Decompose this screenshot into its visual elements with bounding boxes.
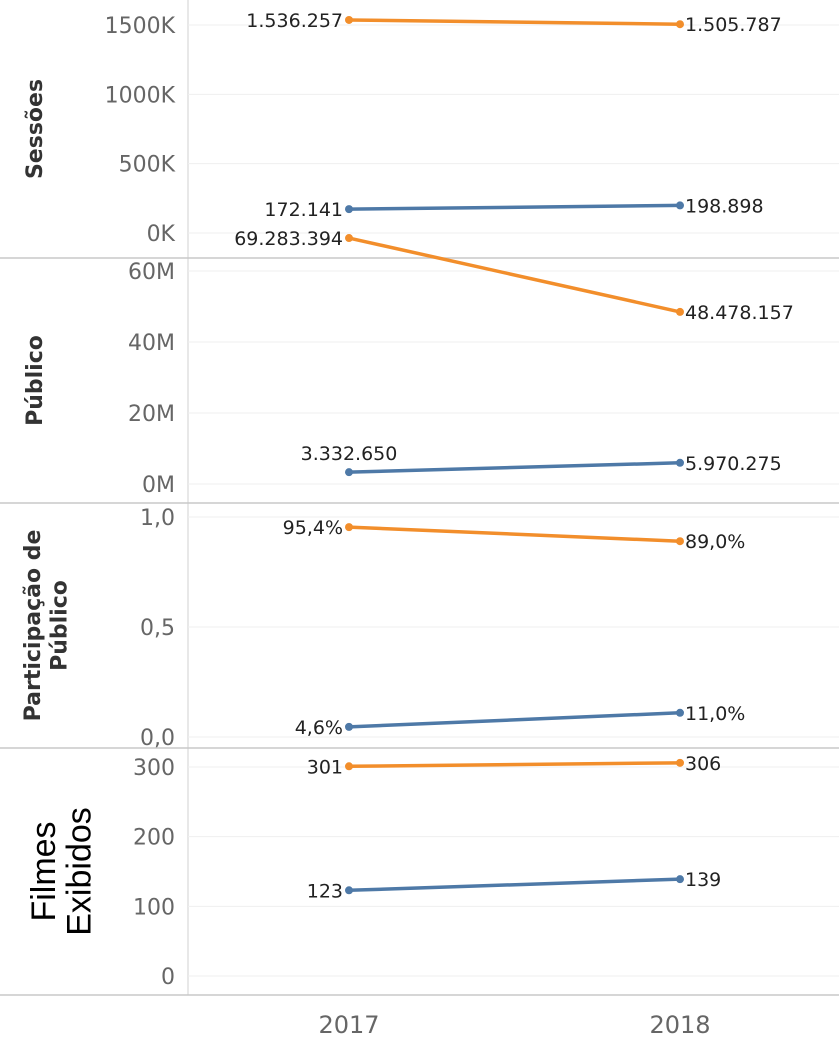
y-tick-label: 200: [133, 826, 175, 851]
data-label: 89,0%: [685, 531, 745, 553]
y-tick-label: 0,5: [140, 616, 175, 641]
series-line: [348, 761, 681, 769]
series-line: [348, 18, 681, 26]
data-point: [345, 523, 353, 532]
data-point: [676, 537, 684, 546]
data-point: [676, 307, 684, 316]
data-label: 198.898: [685, 195, 764, 217]
data-point: [345, 722, 353, 731]
data-point: [676, 875, 684, 884]
data-point: [345, 205, 353, 214]
data-point: [676, 708, 684, 717]
data-point: [345, 234, 353, 243]
y-tick-label: 500K: [119, 153, 176, 178]
series-line: [348, 203, 681, 211]
data-point: [676, 201, 684, 210]
data-label: 1.505.787: [685, 14, 782, 36]
data-point: [676, 458, 684, 467]
y-tick-label: 1500K: [105, 14, 176, 39]
data-label: 1.536.257: [246, 10, 343, 32]
data-label: 301: [307, 756, 343, 778]
data-point: [676, 20, 684, 29]
x-tick-label: 2017: [318, 1011, 379, 1037]
panel-title: Público: [23, 335, 48, 426]
data-point: [345, 468, 353, 477]
data-label: 48.478.157: [685, 302, 794, 324]
y-tick-label: 1,0: [140, 506, 175, 531]
data-point: [345, 15, 353, 24]
series-line: [348, 877, 681, 893]
panel-title: Participação dePúblico: [21, 530, 72, 722]
data-label: 4,6%: [295, 717, 343, 739]
y-tick-label: 100: [133, 895, 175, 920]
data-label: 3.332.650: [301, 443, 398, 465]
y-tick-label: 0K: [147, 222, 176, 247]
panel-title: FilmesExibidos: [25, 807, 99, 936]
y-tick-label: 0: [161, 965, 175, 990]
y-tick-label: 20M: [128, 402, 175, 427]
y-tick-label: 1000K: [105, 83, 176, 108]
data-label: 11,0%: [685, 703, 745, 725]
data-label: 306: [685, 753, 721, 775]
data-point: [345, 762, 353, 771]
y-tick-label: 300: [133, 756, 175, 781]
data-label: 172.141: [264, 199, 343, 221]
panel-title: Sessões: [23, 79, 48, 179]
data-label: 69.283.394: [234, 228, 343, 250]
y-tick-label: 0M: [142, 473, 175, 498]
data-label: 123: [307, 880, 343, 902]
data-label: 139: [685, 869, 721, 891]
y-tick-label: 40M: [128, 331, 175, 356]
data-label: 5.970.275: [685, 453, 782, 475]
series-line: [348, 711, 681, 729]
y-tick-label: 60M: [128, 260, 175, 285]
data-point: [676, 758, 684, 767]
data-label: 95,4%: [283, 517, 343, 539]
y-tick-label: 0,0: [140, 726, 175, 751]
x-tick-label: 2018: [649, 1011, 710, 1037]
series-line: [348, 461, 681, 474]
series-line: [348, 525, 681, 543]
series-line: [348, 236, 681, 314]
data-point: [345, 886, 353, 895]
